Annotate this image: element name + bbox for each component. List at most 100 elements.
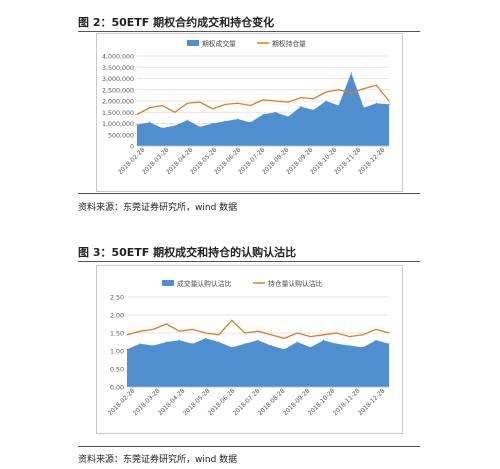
fig2-data-point	[165, 341, 167, 343]
fig2-data-point	[178, 339, 180, 341]
fig2-data-point	[139, 330, 141, 332]
fig1-data-point	[338, 104, 340, 107]
fig1-data-point	[161, 104, 163, 107]
fig1-y-tick-label: 1,000,000	[102, 121, 134, 128]
fig2-data-point	[296, 341, 298, 343]
fig2-y-tick-label: 0.00	[110, 385, 124, 392]
figure1-chart-svg: 0 500,000 1,000,000 1,500,000 2,000,000 2,500…	[102, 39, 390, 176]
fig1-data-point	[249, 121, 251, 123]
fig2-data-point	[126, 348, 128, 350]
fig2-data-point	[152, 345, 154, 347]
fig1-data-point	[161, 127, 163, 129]
fig1-y-tick-label: 500,000	[108, 132, 134, 139]
fig2-data-point	[257, 339, 259, 341]
figure1-source: 资料来源：东莞证券研究所，wind 数据	[78, 203, 238, 213]
fig1-data-point	[363, 88, 365, 90]
fig2-data-point	[283, 348, 285, 350]
fig2-y-tick-label: 1.00	[110, 349, 124, 356]
fig2-legend-label: 持仓量认购认沽比	[268, 279, 323, 288]
fig2-data-point	[244, 332, 246, 334]
fig2-data-point	[178, 330, 180, 332]
fig1-data-point	[350, 72, 352, 74]
fig2-y-tick-label: 0.50	[110, 367, 124, 374]
fig2-y-tick-label: 1.50	[110, 331, 124, 338]
fig2-data-point	[309, 346, 311, 348]
figure2-chart: 0.00 0.50 1.00 1.50 2.00 2.50 2018-02-28 2018-0…	[96, 265, 403, 434]
fig2-data-point	[270, 334, 272, 336]
fig1-data-point	[199, 126, 201, 128]
fig1-data-point	[287, 116, 289, 118]
fig2-data-point	[218, 341, 220, 343]
fig1-y-tick-label: 0	[130, 144, 134, 151]
fig1-data-point	[363, 107, 365, 109]
fig1-y-tick-label: 2,500,000	[102, 87, 134, 94]
fig2-legend-swatch	[162, 280, 174, 286]
fig2-data-point	[388, 343, 390, 345]
fig2-data-point	[283, 337, 285, 339]
fig1-data-point	[136, 124, 138, 126]
fig2-data-point	[322, 334, 325, 336]
fig1-series-area-0	[137, 72, 389, 146]
fig1-data-point	[249, 104, 251, 107]
fig1-data-point	[275, 111, 277, 113]
fig1-data-point	[212, 122, 214, 125]
fig2-data-point	[165, 323, 167, 325]
fig1-data-point	[338, 89, 340, 91]
fig2-data-point	[139, 343, 141, 345]
fig1-legend-label: 期权持仓量	[272, 39, 306, 48]
figure1-top-rule	[78, 31, 420, 32]
fig2-data-point	[388, 332, 390, 334]
fig1-data-point	[149, 121, 151, 123]
fig2-data-point	[336, 332, 338, 334]
fig1-data-point	[199, 101, 201, 103]
fig2-data-point	[257, 330, 259, 332]
fig1-data-point	[325, 100, 327, 102]
fig2-data-point	[231, 346, 233, 348]
fig1-y-tick-label: 3,000,000	[102, 76, 134, 83]
fig2-x-tick-label: 2018-12-28	[357, 387, 387, 417]
figure1-title: 图 2：50ETF 期权合约成交和持仓变化	[78, 16, 275, 29]
fig1-y-tick-label: 3,500,000	[102, 65, 134, 72]
fig1-data-point	[350, 92, 352, 94]
fig2-data-point	[205, 332, 207, 334]
fig1-data-point	[388, 103, 390, 105]
figure1-bottom-rule	[78, 193, 420, 194]
fig2-data-point	[244, 343, 246, 345]
figure2-bottom-rule	[78, 446, 420, 447]
figure1-chart: 0 500,000 1,000,000 1,500,000 2,000,000 2,500…	[96, 33, 403, 192]
fig2-y-tick-label: 2.50	[110, 295, 124, 302]
fig1-y-tick-label: 2,000,000	[102, 99, 134, 106]
fig2-data-point	[375, 328, 377, 330]
fig1-legend-swatch	[187, 40, 199, 46]
fig1-y-tick-label: 4,000,000	[102, 54, 134, 61]
fig1-legend-label: 期权成交量	[202, 39, 236, 48]
fig1-data-point	[375, 84, 377, 86]
fig2-series-line-1	[126, 319, 390, 340]
fig2-series-area-0	[127, 338, 389, 387]
figure2-title: 图 3：50ETF 期权成交和持仓的认购认沽比	[78, 246, 297, 259]
fig1-data-point	[287, 101, 289, 103]
figure2-chart-svg: 0.000.501.001.502.002.502018-02-282018-0…	[107, 279, 390, 417]
fig1-data-point	[186, 102, 188, 104]
fig2-data-point	[218, 334, 220, 336]
fig2-data-point	[205, 337, 207, 339]
fig2-data-point	[362, 346, 364, 348]
fig1-data-point	[136, 113, 138, 116]
fig2-data-point	[322, 339, 325, 341]
fig2-data-point	[296, 332, 298, 334]
fig1-data-point	[174, 111, 176, 113]
fig1-data-point	[186, 119, 188, 121]
fig2-data-point	[191, 328, 194, 330]
figure2-top-rule	[78, 261, 420, 262]
fig2-data-point	[126, 334, 128, 336]
fig2-data-point	[191, 343, 194, 345]
fig1-data-point	[224, 120, 226, 122]
fig1-data-point	[375, 102, 377, 104]
fig1-data-point	[174, 125, 176, 127]
fig2-data-point	[309, 336, 311, 338]
fig2-data-point	[152, 328, 154, 330]
fig1-data-point	[275, 100, 277, 102]
fig1-data-point	[212, 108, 214, 110]
fig2-legend-label: 成交量认购认沽比	[177, 279, 232, 288]
fig1-data-point	[224, 103, 226, 105]
